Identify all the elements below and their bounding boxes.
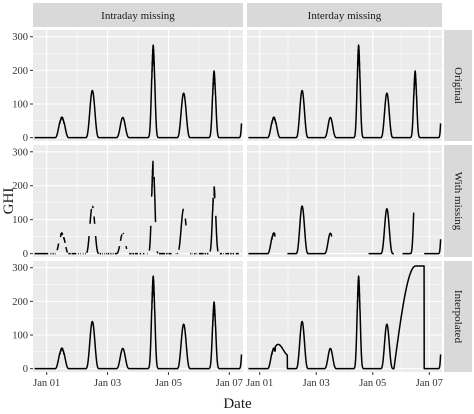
series-line (247, 265, 442, 370)
facet-row-title: Interpolated (452, 290, 464, 344)
y-tick-label: 0 (23, 364, 28, 375)
x-tick-label: Jan 05 (359, 378, 386, 389)
facet-column-title: Intraday missing (101, 10, 175, 22)
y-tick-label: 300 (12, 32, 28, 43)
y-tick-label: 200 (12, 297, 28, 308)
x-axis-title: Date (223, 396, 252, 412)
y-tick-label: 300 (12, 147, 28, 158)
facet-strip-top (33, 3, 243, 27)
y-tick-label: 100 (12, 215, 28, 226)
x-tick-label: Jan 07 (416, 378, 443, 389)
facet-row-title: Original (452, 67, 464, 104)
facet-column-title: Interday missing (308, 10, 382, 22)
facet-strip-right (444, 145, 472, 257)
facet-row-title: With missing (452, 172, 464, 231)
facet-strip-right (444, 30, 472, 141)
y-tick-label: 0 (23, 133, 28, 144)
y-axis-title: GHI (1, 188, 17, 215)
y-tick-label: 100 (12, 331, 28, 342)
y-tick-label: 200 (12, 181, 28, 192)
x-tick-label: Jan 05 (155, 378, 182, 389)
facet-strip-top (247, 3, 442, 27)
y-tick-label: 0 (23, 249, 28, 260)
x-tick-label: Jan 07 (216, 378, 243, 389)
series-line (33, 44, 243, 139)
x-tick-label: Jan 03 (303, 378, 330, 389)
series-line (33, 275, 243, 370)
x-tick-label: Jan 01 (33, 378, 60, 389)
x-tick-label: Jan 03 (94, 378, 121, 389)
facet-strip-right (444, 261, 472, 372)
y-tick-label: 200 (12, 66, 28, 77)
series-line (33, 160, 240, 255)
y-tick-label: 100 (12, 100, 28, 111)
series-line (247, 44, 442, 139)
y-tick-label: 300 (12, 263, 28, 274)
series-line (247, 205, 442, 255)
x-tick-label: Jan 01 (246, 378, 273, 389)
